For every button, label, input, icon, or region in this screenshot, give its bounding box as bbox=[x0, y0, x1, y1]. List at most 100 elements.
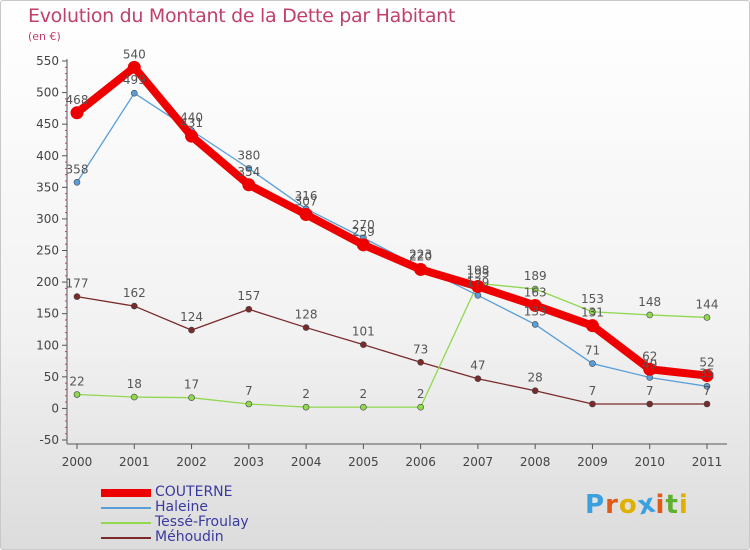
data-label: 47 bbox=[470, 359, 485, 373]
y-tick-label: 100 bbox=[36, 338, 59, 352]
data-point bbox=[73, 391, 81, 398]
legend-label: Tessé-Froulay bbox=[155, 514, 249, 530]
data-point bbox=[589, 360, 596, 367]
data-label: 354 bbox=[237, 165, 260, 179]
data-label: 198 bbox=[466, 263, 489, 277]
data-point bbox=[185, 129, 199, 143]
data-point bbox=[417, 403, 424, 411]
data-point bbox=[700, 369, 714, 383]
data-point bbox=[474, 292, 482, 299]
data-label: 2 bbox=[417, 387, 425, 401]
data-label: 358 bbox=[66, 162, 89, 176]
legend-item: COUTERNE bbox=[101, 484, 361, 501]
data-point bbox=[643, 362, 657, 376]
data-label: 380 bbox=[237, 148, 260, 162]
proxiti-logo: Proxiti bbox=[585, 488, 689, 521]
legend-swatch bbox=[101, 500, 151, 516]
data-point bbox=[589, 400, 596, 408]
x-tick-label: 2008 bbox=[520, 455, 551, 469]
data-label: 189 bbox=[524, 269, 547, 283]
data-point bbox=[127, 60, 141, 74]
logo-letter: t bbox=[665, 490, 679, 520]
data-point bbox=[245, 400, 253, 408]
data-label: 28 bbox=[528, 371, 543, 385]
unit-label: (en €) bbox=[28, 30, 61, 43]
data-point bbox=[245, 305, 253, 313]
data-label: 144 bbox=[696, 297, 719, 311]
y-tick-label: 200 bbox=[36, 275, 59, 289]
data-label: 223 bbox=[409, 248, 432, 262]
data-point bbox=[70, 106, 84, 120]
data-point bbox=[531, 285, 539, 293]
data-point bbox=[73, 293, 81, 300]
data-label: 73 bbox=[413, 342, 428, 356]
data-label: 7 bbox=[703, 384, 711, 398]
y-tick-label: 250 bbox=[36, 244, 59, 258]
data-label: 259 bbox=[352, 225, 375, 239]
data-point bbox=[703, 400, 711, 408]
logo-letter: r bbox=[605, 490, 619, 520]
series-line-0 bbox=[73, 63, 711, 380]
data-label: 7 bbox=[646, 384, 654, 398]
x-tick-label: 2010 bbox=[634, 455, 665, 469]
data-label: 124 bbox=[180, 310, 203, 324]
data-point bbox=[130, 393, 138, 401]
data-label: 468 bbox=[66, 93, 89, 107]
x-tick-label: 2000 bbox=[62, 455, 93, 469]
x-tick-label: 2007 bbox=[463, 455, 494, 469]
data-label: 7 bbox=[245, 384, 253, 398]
data-point bbox=[471, 280, 485, 294]
legend-item: Haleine bbox=[101, 499, 361, 516]
data-point bbox=[73, 178, 81, 186]
y-tick-label: 0 bbox=[51, 401, 59, 415]
legend-label: Haleine bbox=[155, 499, 208, 515]
y-tick-label: 50 bbox=[44, 370, 59, 384]
data-point bbox=[589, 308, 596, 316]
data-label: 18 bbox=[127, 377, 142, 391]
data-label: 131 bbox=[581, 306, 604, 320]
data-label: 316 bbox=[295, 189, 318, 203]
data-label: 22 bbox=[69, 375, 84, 389]
logo-letter: i bbox=[655, 490, 666, 520]
data-label: 17 bbox=[184, 378, 199, 392]
y-tick-label: 350 bbox=[36, 180, 59, 194]
data-point bbox=[360, 403, 367, 411]
data-point bbox=[703, 314, 711, 321]
data-label: 62 bbox=[642, 349, 657, 363]
data-label: 52 bbox=[699, 356, 714, 370]
data-label: 133 bbox=[524, 304, 547, 318]
data-point bbox=[242, 178, 256, 192]
data-label: 162 bbox=[123, 286, 146, 300]
data-label: 193 bbox=[466, 267, 489, 281]
data-label: 128 bbox=[295, 308, 318, 322]
x-tick-label: 2002 bbox=[176, 455, 207, 469]
data-label: 153 bbox=[581, 292, 604, 306]
y-tick-label: 300 bbox=[36, 212, 59, 226]
data-label: 2 bbox=[302, 387, 310, 401]
data-point bbox=[703, 383, 711, 390]
y-tick-label: 450 bbox=[36, 117, 59, 131]
data-label: 7 bbox=[589, 384, 597, 398]
data-label: 177 bbox=[66, 277, 89, 291]
data-label: 163 bbox=[524, 285, 547, 299]
legend-swatch bbox=[101, 515, 151, 531]
y-tick-label: 500 bbox=[36, 86, 59, 100]
data-label: 307 bbox=[295, 194, 318, 208]
data-label: 440 bbox=[180, 110, 203, 124]
data-label: 2 bbox=[360, 387, 368, 401]
data-label: 157 bbox=[237, 289, 260, 303]
data-label: 148 bbox=[638, 295, 661, 309]
y-tick-label: 400 bbox=[36, 149, 59, 163]
data-point bbox=[130, 302, 138, 310]
data-label: 101 bbox=[352, 325, 375, 339]
data-point bbox=[188, 326, 195, 334]
logo-letter: o bbox=[618, 490, 638, 520]
x-tick-label: 2009 bbox=[577, 455, 608, 469]
data-label: 179 bbox=[466, 275, 489, 289]
data-label: 499 bbox=[123, 73, 146, 87]
legend-label: Méhoudin bbox=[155, 529, 224, 545]
logo-letter: i bbox=[678, 490, 689, 520]
data-point bbox=[356, 238, 370, 252]
